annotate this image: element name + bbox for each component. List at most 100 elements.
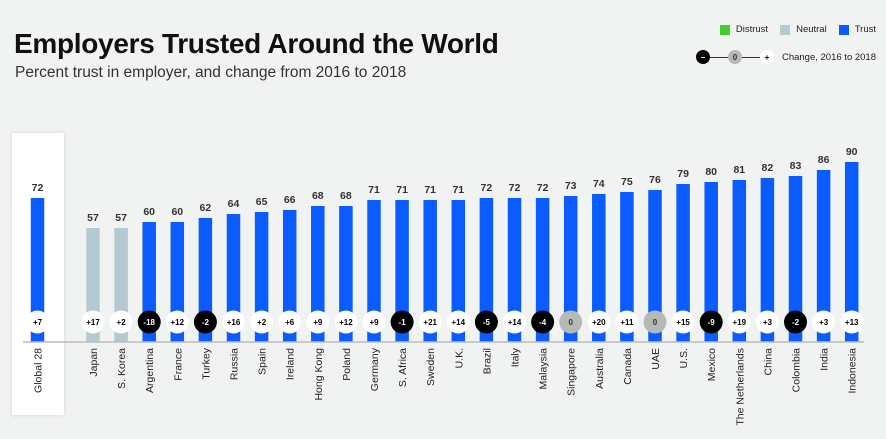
category-tick-label: Australia bbox=[594, 348, 606, 389]
bar-value-label: 72 bbox=[481, 182, 493, 194]
change-marker bbox=[643, 310, 667, 334]
bar bbox=[339, 206, 353, 342]
bar-value-label: 71 bbox=[368, 184, 380, 196]
change-marker bbox=[446, 310, 470, 334]
change-marker bbox=[306, 310, 330, 334]
change-marker bbox=[615, 310, 639, 334]
bar bbox=[563, 196, 578, 342]
change-label: +14 bbox=[452, 318, 466, 327]
category-tick-label: Russia bbox=[229, 348, 241, 380]
zero-change-icon: 0 bbox=[727, 50, 742, 64]
change-marker bbox=[531, 310, 555, 334]
category-tick-label: Brazil bbox=[481, 348, 493, 374]
bar bbox=[311, 206, 325, 342]
bar bbox=[648, 190, 662, 342]
bar-value-label: 68 bbox=[340, 190, 352, 202]
bar bbox=[676, 184, 690, 342]
scale-line bbox=[709, 56, 728, 58]
change-label: 0 bbox=[653, 318, 658, 327]
bar bbox=[760, 178, 775, 342]
bar-value-label: 76 bbox=[649, 174, 661, 186]
category-tick-label: Canada bbox=[622, 348, 634, 385]
bar bbox=[198, 218, 213, 342]
legend-item-distrust: Distrust bbox=[719, 24, 769, 35]
category-tick-label: India bbox=[819, 348, 831, 371]
change-label: -1 bbox=[399, 318, 407, 327]
bar bbox=[282, 210, 297, 342]
change-label: +7 bbox=[33, 318, 43, 327]
change-marker bbox=[26, 310, 49, 334]
bar bbox=[423, 200, 437, 342]
bar-value-label: 68 bbox=[312, 190, 324, 202]
change-label: +3 bbox=[763, 318, 773, 327]
bar-value-label: 71 bbox=[396, 184, 408, 196]
change-label: +11 bbox=[620, 318, 634, 327]
bar-value-label: 81 bbox=[733, 164, 745, 176]
category-tick-label: Argentina bbox=[144, 348, 156, 393]
legend-swatch-neutral bbox=[780, 24, 791, 35]
bar-value-label: 57 bbox=[87, 212, 99, 224]
change-label: +20 bbox=[592, 318, 606, 327]
category-tick-label: Germany bbox=[369, 347, 381, 391]
category-tick-label: Japan bbox=[88, 348, 100, 377]
change-marker bbox=[587, 310, 611, 334]
category-tick-label: France bbox=[172, 348, 184, 381]
change-scale-legend: − 0 + Change, 2016 to 2018 bbox=[695, 50, 876, 64]
legend-item-neutral: Neutral bbox=[780, 24, 827, 35]
bar-value-label: 60 bbox=[171, 206, 183, 218]
scale-line bbox=[741, 56, 760, 58]
category-tick-label: China bbox=[762, 348, 774, 376]
change-marker bbox=[474, 310, 498, 334]
bar-value-label: 72 bbox=[509, 182, 521, 194]
change-label: +3 bbox=[819, 318, 829, 327]
change-marker bbox=[390, 310, 414, 334]
change-marker bbox=[250, 310, 274, 334]
bar-value-label: 74 bbox=[593, 178, 605, 190]
change-label: +14 bbox=[508, 318, 522, 327]
bar bbox=[844, 162, 859, 342]
bar bbox=[367, 200, 381, 342]
bar-value-label: 83 bbox=[790, 160, 802, 172]
change-label: +13 bbox=[845, 318, 859, 327]
bar-value-label: 71 bbox=[452, 184, 464, 196]
change-label: +15 bbox=[676, 318, 690, 327]
legend-swatch-distrust bbox=[719, 24, 730, 35]
legend-label-trust: Trust bbox=[854, 24, 876, 35]
category-tick-label: Mexico bbox=[706, 348, 718, 381]
bar bbox=[507, 198, 522, 342]
change-marker bbox=[137, 310, 161, 334]
chart-subtitle: Percent trust in employer, and change fr… bbox=[15, 64, 407, 81]
legend-label-distrust: Distrust bbox=[735, 24, 769, 35]
bar-value-label: 79 bbox=[677, 168, 689, 180]
change-label: +12 bbox=[339, 318, 353, 327]
change-label: +16 bbox=[227, 318, 241, 327]
legend-swatch-trust bbox=[838, 24, 849, 35]
legend-item-trust: Trust bbox=[838, 24, 876, 35]
category-tick-label: Ireland bbox=[285, 348, 297, 380]
change-marker bbox=[840, 310, 864, 334]
bar-value-label: 86 bbox=[818, 154, 830, 166]
category-tick-label: U.S. bbox=[678, 348, 690, 368]
category-tick-label: U.K. bbox=[453, 348, 465, 368]
change-marker bbox=[727, 310, 751, 334]
change-marker bbox=[334, 310, 358, 334]
category-tick-label: S. Korea bbox=[116, 348, 128, 389]
change-label: -2 bbox=[202, 318, 210, 327]
category-tick-label: Indonesia bbox=[847, 348, 859, 394]
category-tick-label: S. Africa bbox=[397, 348, 409, 387]
bar-value-label: 62 bbox=[200, 202, 212, 214]
category-tick-label: Colombia bbox=[791, 348, 803, 393]
change-marker bbox=[503, 310, 526, 334]
category-tick-label: Poland bbox=[341, 348, 353, 381]
bar-value-label: 72 bbox=[537, 182, 549, 194]
chart-title: Employers Trusted Around the World bbox=[14, 28, 499, 59]
bar-value-label: 80 bbox=[705, 166, 717, 178]
plus-change-icon: + bbox=[759, 50, 774, 64]
bar-value-label: 90 bbox=[846, 146, 858, 158]
change-label: +9 bbox=[369, 318, 379, 327]
change-marker bbox=[784, 310, 807, 334]
change-label: 0 bbox=[568, 318, 573, 327]
change-marker bbox=[193, 310, 217, 334]
change-marker bbox=[812, 310, 836, 334]
change-label: -18 bbox=[143, 318, 155, 327]
